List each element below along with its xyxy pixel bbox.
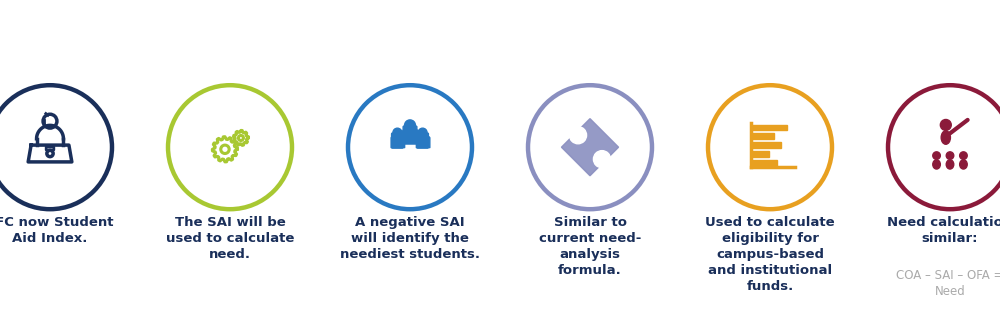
Polygon shape (751, 133, 774, 139)
Ellipse shape (933, 160, 940, 169)
Circle shape (393, 128, 402, 137)
Text: Used to calculate
eligibility for
campus-based
and institutional
funds.: Used to calculate eligibility for campus… (705, 216, 835, 293)
Circle shape (593, 151, 611, 168)
Text: The SAI will be
used to calculate
need.: The SAI will be used to calculate need. (166, 216, 294, 261)
Text: Need calculation
similar:: Need calculation similar: (887, 216, 1000, 245)
Text: EFC now Student
Aid Index.: EFC now Student Aid Index. (0, 216, 114, 245)
Circle shape (933, 152, 940, 159)
Polygon shape (751, 151, 769, 157)
Circle shape (940, 119, 951, 131)
Polygon shape (751, 142, 781, 148)
Text: Similar to
current need-
analysis
formula.: Similar to current need- analysis formul… (539, 216, 641, 277)
FancyBboxPatch shape (417, 133, 428, 148)
Ellipse shape (941, 131, 950, 144)
Polygon shape (751, 160, 777, 166)
Ellipse shape (946, 160, 954, 169)
FancyBboxPatch shape (392, 133, 403, 148)
Circle shape (418, 128, 427, 137)
Circle shape (960, 152, 967, 159)
Ellipse shape (960, 160, 967, 169)
FancyBboxPatch shape (403, 126, 417, 144)
Circle shape (405, 120, 415, 131)
Text: A negative SAI
will identify the
neediest students.: A negative SAI will identify the needies… (340, 216, 480, 261)
Text: COA – SAI – OFA =
Need: COA – SAI – OFA = Need (896, 269, 1000, 298)
Polygon shape (561, 119, 619, 176)
Circle shape (569, 127, 587, 144)
Polygon shape (751, 124, 787, 130)
Circle shape (946, 152, 954, 159)
